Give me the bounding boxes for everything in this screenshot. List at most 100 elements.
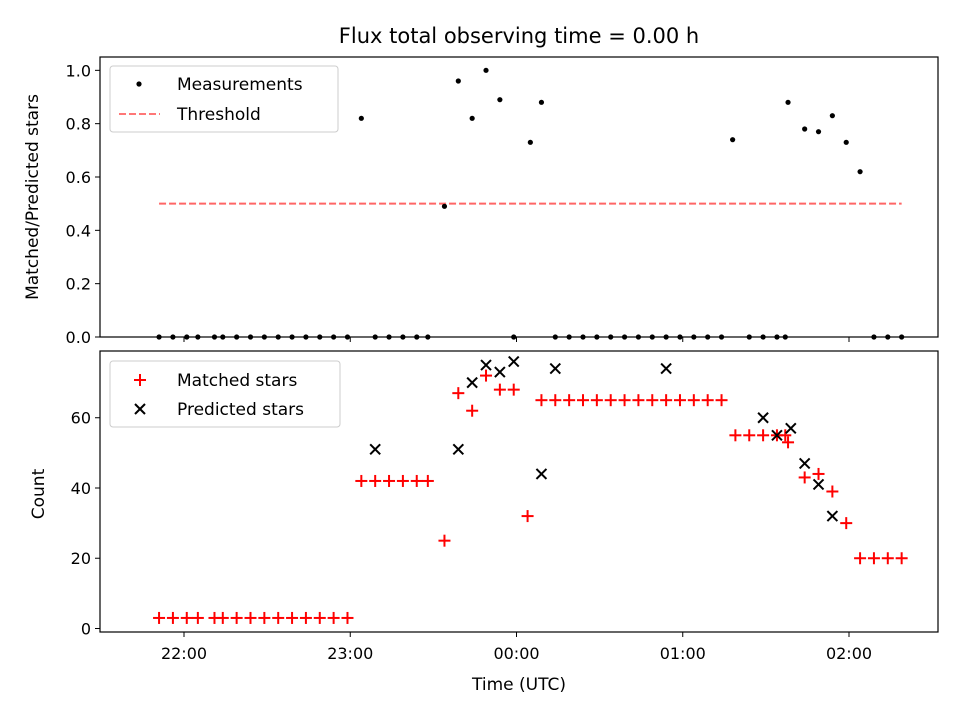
measurement-point [275, 334, 281, 340]
matched-star-point [798, 471, 811, 484]
matched-star-point [166, 611, 179, 624]
measurement-point [170, 334, 176, 340]
matched-star-point [549, 394, 562, 407]
measurement-point [386, 334, 392, 340]
legend-measurements-label: Measurements [177, 75, 303, 95]
predicted-x-b [798, 457, 811, 470]
predicted-star-point [535, 468, 548, 480]
predicted-star-point [757, 412, 769, 424]
measurement-point [746, 334, 752, 340]
matched-star-point [410, 474, 423, 487]
bottom-x-axis: 22:00 23:00 00:00 01:00 02:00 [161, 632, 872, 663]
measurement-point [760, 334, 766, 340]
bottom-plot-frame [99, 350, 939, 633]
legend-predicted-label: Predicted stars [177, 400, 304, 420]
bottom-legend: Matched stars Predicted stars [109, 360, 341, 428]
measurement-point [782, 334, 788, 340]
measurement-point [441, 203, 448, 209]
legend-threshold-label: Threshold [176, 105, 261, 125]
measurement-point [211, 334, 218, 340]
legend-predicted-marker [134, 403, 146, 415]
measurement-point [425, 334, 431, 340]
bottom-y-tick-label: 60 [71, 409, 91, 428]
matched-star-point [729, 429, 742, 442]
predicted-star-point [826, 510, 839, 522]
top-x-ticks [183, 337, 850, 342]
matched-star-point [480, 369, 493, 382]
measurement-point [331, 334, 337, 340]
legend-measurements-marker [136, 81, 142, 87]
matched-star-point [535, 394, 548, 407]
measurement-point [184, 334, 190, 340]
predicted-x-b [466, 376, 478, 389]
x-tick-label: 00:00 [493, 644, 539, 663]
measurement-point [497, 97, 503, 103]
matched-star-point [521, 510, 534, 523]
predicted-star-point [508, 355, 520, 368]
predicted-star-point [785, 422, 797, 434]
matched-star-point [452, 387, 465, 400]
measurement-point [829, 113, 835, 119]
matched-star-point [867, 552, 880, 565]
measurement-point [566, 334, 572, 340]
measurement-point [635, 334, 642, 340]
predicted-x-b [660, 362, 672, 375]
matched-star-point [507, 383, 520, 396]
x-axis-label: Time (UTC) [471, 675, 566, 695]
measurement-point [552, 334, 558, 340]
measurement-point [358, 115, 364, 121]
predicted-x-b [826, 510, 839, 522]
matched-star-point [687, 394, 700, 407]
measurement-point [608, 334, 614, 340]
top-legend: Measurements Threshold [109, 65, 339, 133]
matched-star-point [826, 485, 839, 498]
matched-star-point [618, 394, 631, 407]
matched-star-point [673, 394, 686, 407]
predicted-x-b [812, 478, 825, 491]
matched-star-point [396, 474, 409, 487]
measurement-point [885, 334, 891, 340]
chart-title: Flux total observing time = 0.00 h [339, 24, 699, 48]
matched-star-point [743, 429, 756, 442]
predicted-star-point [480, 359, 492, 371]
predicted-x-b [785, 422, 797, 434]
bottom-plot-marks [153, 355, 908, 624]
bottom-y-axis-label: Count [29, 468, 49, 519]
matched-star-point [191, 611, 204, 624]
predicted-x-b [369, 443, 381, 456]
measurement-point [344, 334, 351, 340]
measurement-point [538, 99, 545, 105]
matched-star-point [383, 474, 396, 487]
measurement-point [511, 334, 517, 340]
x-tick-label: 23:00 [327, 644, 373, 663]
predicted-star-point [466, 376, 478, 389]
matched-star-point [244, 611, 257, 624]
top-y-tick-label: 0.4 [66, 221, 91, 240]
measurement-point [621, 334, 628, 340]
measurement-point [156, 334, 162, 340]
measurement-point [372, 334, 378, 340]
matched-star-point [757, 429, 770, 442]
matched-star-point [369, 474, 382, 487]
x-tick-label: 01:00 [660, 644, 706, 663]
predicted-star-point [798, 457, 811, 470]
measurement-point [871, 334, 877, 340]
matched-star-point [563, 394, 576, 407]
bottom-y-tick-label: 20 [71, 549, 91, 568]
predicted-x-b [508, 355, 520, 368]
matched-star-point [180, 611, 193, 624]
x-tick-label: 22:00 [161, 644, 207, 663]
matched-star-point [341, 611, 354, 624]
predicted-x-b [480, 359, 492, 371]
top-y-axis-label: Matched/Predicted stars [23, 94, 43, 300]
top-y-axis: 0.0 0.2 0.4 0.6 0.8 1.0 [66, 61, 100, 347]
matched-star-point [715, 394, 728, 407]
predicted-x-b [535, 468, 548, 480]
top-y-tick-label: 1.0 [66, 61, 91, 80]
measurement-point [303, 334, 309, 340]
legend-matched-label: Matched stars [177, 371, 297, 391]
measurement-point [527, 139, 533, 145]
top-legend-box [109, 65, 339, 133]
measurement-point [815, 129, 822, 135]
